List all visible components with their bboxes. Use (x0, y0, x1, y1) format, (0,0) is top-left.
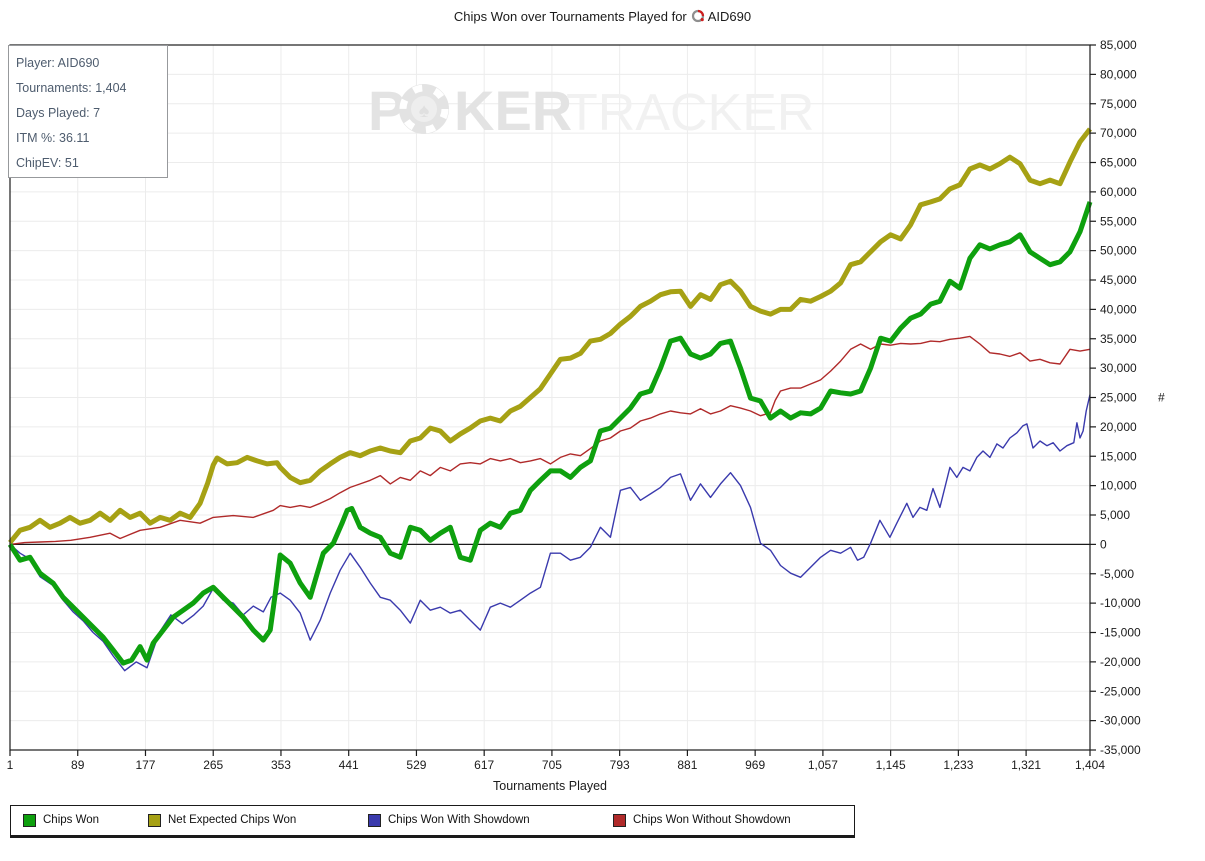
y-tick-label: -30,000 (1100, 714, 1141, 728)
x-tick-label: 265 (203, 758, 223, 772)
legend: Chips Won Net Expected Chips Won Chips Won… (10, 805, 855, 838)
y-tick-label: 75,000 (1100, 97, 1137, 111)
legend-label: Chips Won With Showdown (388, 814, 530, 826)
legend-item-chips-won-with-showdown: Chips Won With Showdown (368, 806, 530, 834)
info-chipev: ChipEV: 51 (16, 156, 79, 170)
y-tick-label: 5,000 (1100, 508, 1130, 522)
y-tick-label: 25,000 (1100, 391, 1137, 405)
watermark-chip-center (411, 96, 437, 122)
series-line-net-expected-chips-won (8, 127, 1092, 545)
y-tick-label: 10,000 (1100, 479, 1137, 493)
x-tick-label: 969 (745, 758, 765, 772)
y-tick-label: 50,000 (1100, 244, 1137, 258)
info-player: Player: AID690 (16, 56, 100, 70)
player-info-box: Player: AID690 Tournaments: 1,404 Days P… (8, 45, 168, 178)
y-tick-label: 60,000 (1100, 185, 1137, 199)
series-line-chips-won-without-showdown (9, 335, 1091, 546)
watermark-text-tracker: TRACKER (566, 84, 814, 142)
x-tick-label: 89 (71, 758, 85, 772)
chart-title-text: Chips Won over Tournaments Played for (453, 9, 687, 24)
y-tick-label: -10,000 (1100, 596, 1141, 610)
x-tick-label: 881 (677, 758, 697, 772)
info-tournaments: Tournaments: 1,404 (16, 81, 127, 95)
x-axis-title: Tournaments Played (493, 779, 607, 793)
x-tick-label: 1,321 (1011, 758, 1041, 772)
watermark-text-ker: KER (454, 79, 572, 142)
y-tick-label: -5,000 (1100, 567, 1134, 581)
y-tick-label: 45,000 (1100, 273, 1137, 287)
legend-item-chips-won-without-showdown: Chips Won Without Showdown (613, 806, 791, 834)
legend-swatch (613, 813, 626, 827)
chart-title: Chips Won over Tournaments Played for AI… (0, 9, 1205, 24)
x-tick-label: 1,404 (1075, 758, 1105, 772)
x-tick-label: 1,057 (808, 758, 838, 772)
series-line-chips-won-with-showdown (9, 394, 1091, 672)
y-tick-label: 40,000 (1100, 302, 1137, 316)
legend-label: Chips Won Without Showdown (633, 814, 791, 826)
x-tick-label: 441 (339, 758, 359, 772)
y-tick-label: 30,000 (1100, 361, 1137, 375)
legend-swatch (148, 813, 161, 827)
watermark-spade-icon: ♠ (419, 100, 430, 122)
y-tick-label: -15,000 (1100, 626, 1141, 640)
legend-label: Net Expected Chips Won (168, 814, 297, 826)
y-tick-label: -25,000 (1100, 684, 1141, 698)
y-tick-label: 85,000 (1100, 38, 1137, 52)
x-tick-label: 177 (135, 758, 155, 772)
watermark-chip-icon: ♠ (399, 84, 449, 134)
x-tick-label: 1,233 (943, 758, 973, 772)
y-tick-label: -20,000 (1100, 655, 1141, 669)
legend-item-chips-won: Chips Won (23, 806, 99, 834)
info-itm-percent: ITM %: 36.11 (16, 131, 90, 145)
y-tick-label: 20,000 (1100, 420, 1137, 434)
legend-swatch (368, 813, 381, 827)
x-tick-label: 617 (474, 758, 494, 772)
x-tick-label: 529 (406, 758, 426, 772)
legend-label: Chips Won (43, 814, 100, 826)
x-tick-label: 793 (610, 758, 630, 772)
legend-swatch (23, 813, 36, 827)
y-tick-label: 80,000 (1100, 67, 1137, 81)
chart-title-player: AID690 (707, 9, 752, 24)
y-tick-label: 65,000 (1100, 156, 1137, 170)
y-tick-label: 70,000 (1100, 126, 1137, 140)
y-tick-label: 35,000 (1100, 332, 1137, 346)
info-days-played: Days Played: 7 (16, 106, 101, 120)
x-tick-label: 353 (271, 758, 291, 772)
y-tick-label: 15,000 (1100, 449, 1137, 463)
watermark-chip-notches (399, 84, 449, 134)
x-tick-label: 1 (7, 758, 14, 772)
y-tick-label: 55,000 (1100, 214, 1137, 228)
legend-item-net-expected-chips-won: Net Expected Chips Won (148, 806, 296, 834)
y-tick-label: -35,000 (1100, 743, 1141, 757)
player-chip-icon (691, 9, 704, 23)
series-line-chips-won (7, 201, 1093, 666)
x-tick-label: 705 (542, 758, 562, 772)
x-tick-label: 1,145 (876, 758, 906, 772)
y-tick-label: 0 (1100, 537, 1107, 551)
y-axis-title: # (1158, 391, 1165, 405)
